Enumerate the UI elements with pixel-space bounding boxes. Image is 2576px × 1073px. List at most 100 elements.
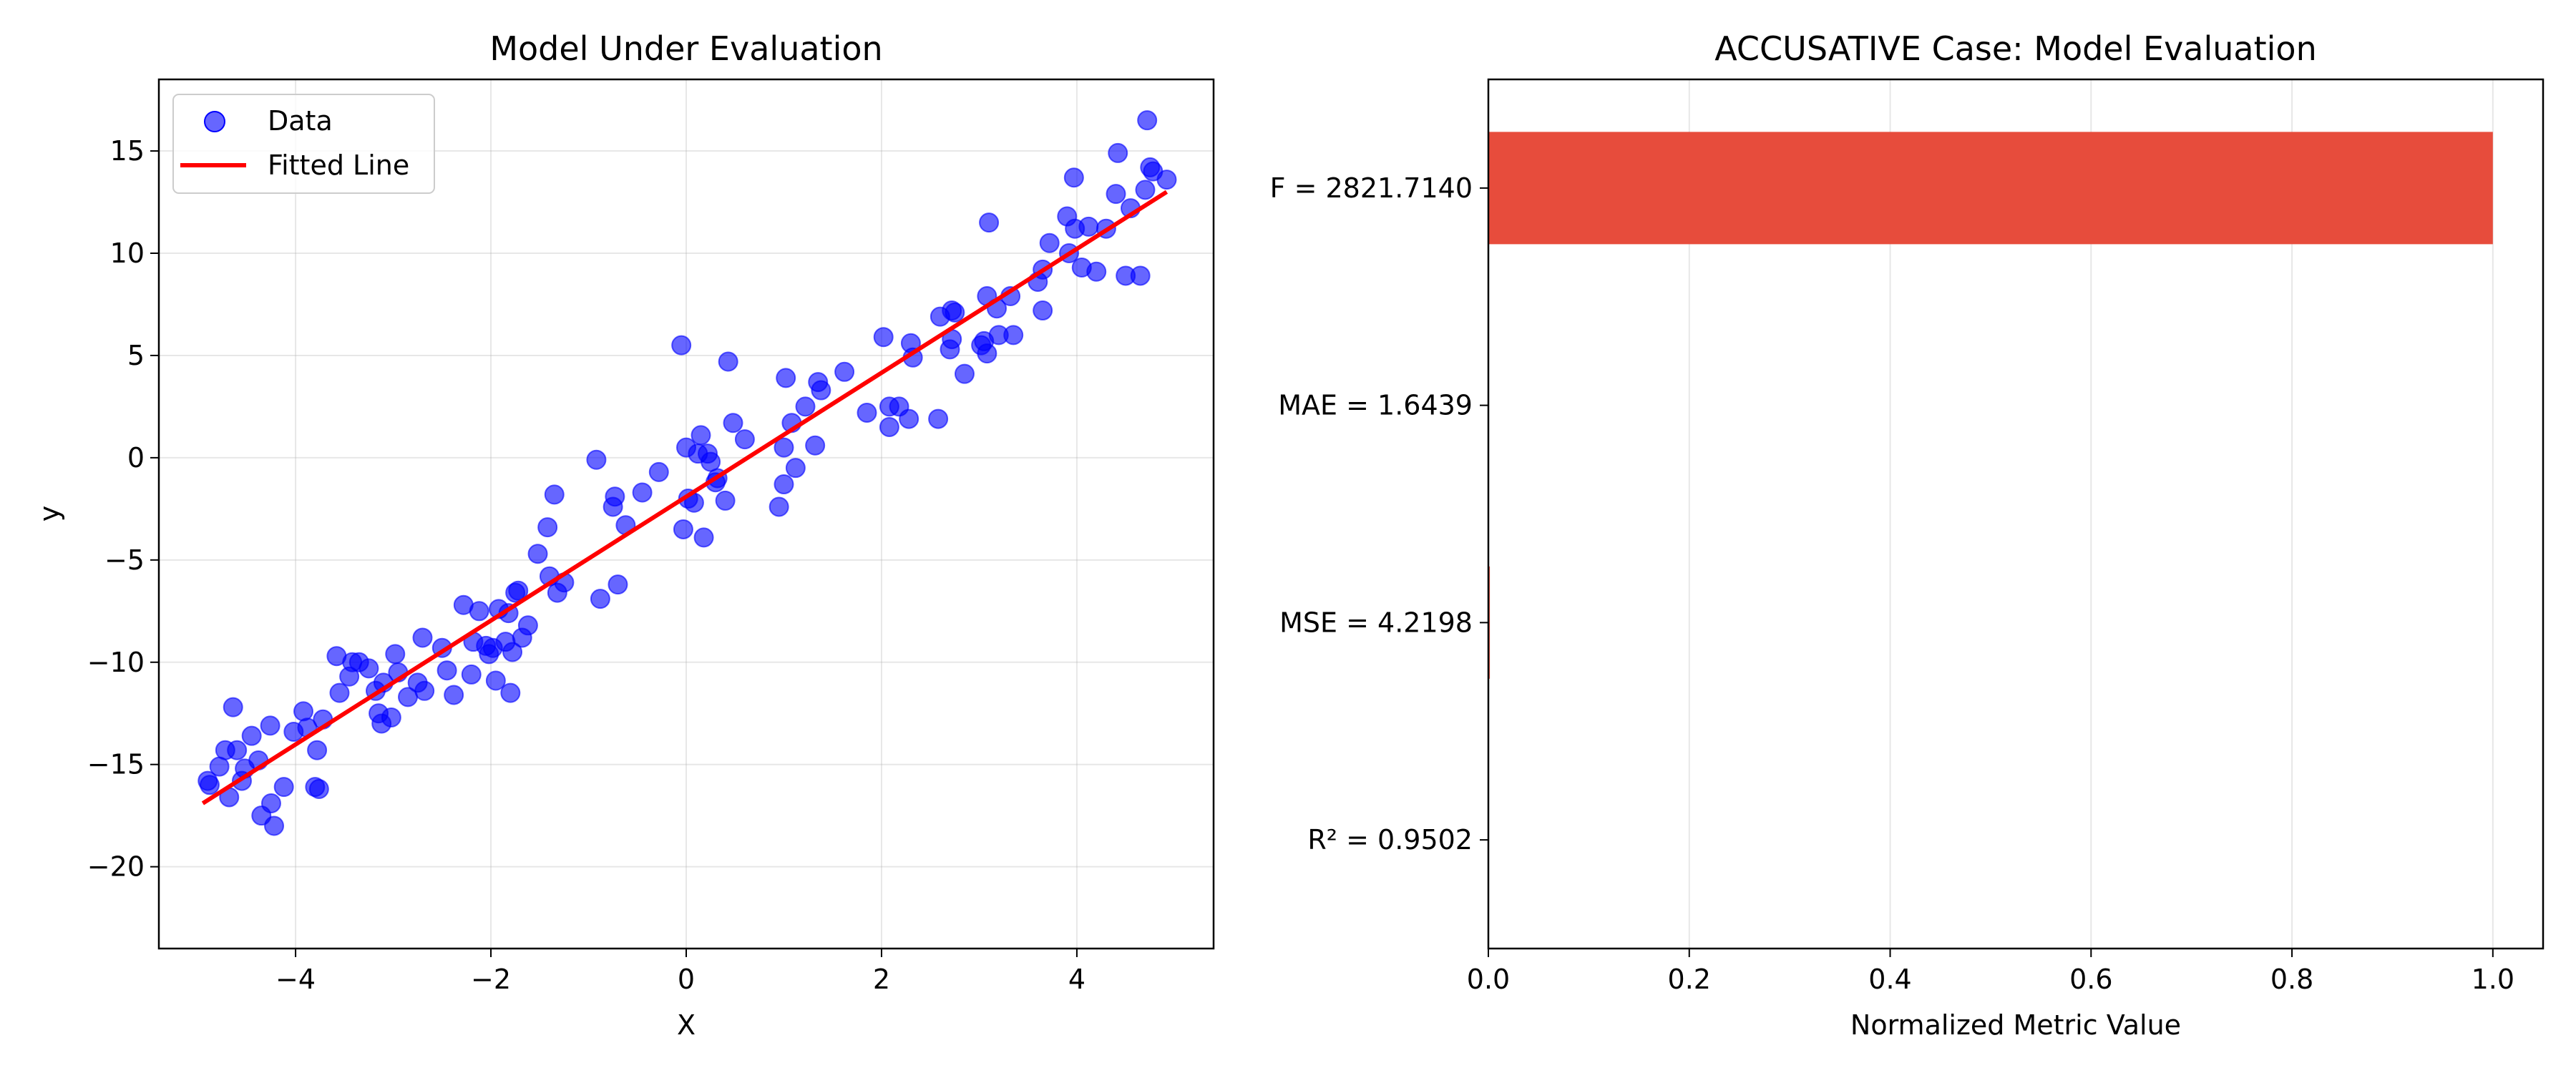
bar-x-tick-label: 0.0 (1467, 964, 1510, 995)
data-point (873, 327, 894, 348)
data-point (485, 670, 506, 691)
data-point (1137, 110, 1158, 131)
data-point (608, 574, 628, 595)
bars (1488, 132, 2493, 896)
data-point (273, 777, 294, 798)
data-point (977, 343, 997, 364)
data-point (500, 682, 521, 703)
bar-x-tick-label: 0.4 (1868, 964, 1911, 995)
scatter-x-axis-label: X (677, 1009, 696, 1041)
data-point (329, 682, 350, 703)
scatter-x-tick-label: −4 (275, 964, 316, 995)
data-point (795, 396, 816, 417)
scatter-y-tick-label: 15 (110, 135, 145, 167)
scatter-y-tick-label: −10 (87, 647, 145, 678)
data-point (308, 779, 329, 800)
data-point (691, 425, 711, 446)
data-point (544, 484, 565, 505)
data-point (671, 335, 692, 356)
scatter-x-tick-label: −2 (471, 964, 511, 995)
scatter-y-tick-label: −5 (104, 544, 145, 576)
data-point (605, 486, 625, 507)
fitted-line-layer (201, 190, 1169, 805)
legend: Data Fitted Line (172, 94, 435, 194)
bar-category-label: MAE = 1.6439 (1278, 390, 1473, 421)
scatter-title: Model Under Evaluation (489, 29, 882, 68)
bar-axes-frame (1487, 78, 2545, 950)
data-point (723, 413, 743, 433)
data-point (857, 402, 877, 423)
data-point (1106, 184, 1126, 205)
scatter-y-tick-label: 5 (127, 340, 145, 371)
data-point (260, 715, 280, 736)
data-point (444, 685, 464, 705)
data-point (954, 363, 975, 384)
legend-data-label: Data (268, 105, 333, 137)
data-point (785, 458, 806, 479)
data-point (774, 474, 794, 495)
scatter-points (197, 110, 1177, 836)
bar-x-tick-label: 0.8 (2270, 964, 2313, 995)
data-point (1039, 232, 1060, 253)
data-point (734, 429, 755, 450)
bar-x-tick-label: 0.2 (1668, 964, 1711, 995)
data-point (227, 740, 248, 760)
data-point (1003, 325, 1024, 346)
data-point (264, 815, 285, 836)
data-point (769, 496, 789, 517)
legend-fitted-line-label: Fitted Line (268, 150, 409, 181)
data-point (307, 740, 328, 760)
data-point (673, 519, 693, 539)
data-point (508, 580, 529, 601)
bar-category-label: MSE = 4.2198 (1279, 607, 1473, 638)
data-point (381, 707, 401, 727)
bar-panel: ACCUSATIVE Case: Model Evaluation 0.0 0.2… (1270, 29, 2545, 1041)
legend-box (172, 94, 435, 194)
bar-title: ACCUSATIVE Case: Model Evaluation (1714, 29, 2316, 68)
data-point (899, 408, 919, 429)
data-point (586, 449, 607, 470)
scatter-x-tick-label: 0 (678, 964, 695, 995)
bar-category-label: F = 2821.7140 (1270, 172, 1473, 204)
data-point (805, 435, 826, 456)
fitted-line (201, 190, 1169, 805)
data-point (693, 527, 714, 548)
bar-x-axis-label: Normalized Metric Value (1850, 1009, 2181, 1041)
data-point (648, 461, 669, 482)
data-point (590, 589, 610, 609)
scatter-y-tick-label: −15 (87, 749, 145, 780)
data-point (1063, 167, 1084, 188)
data-point (1033, 300, 1053, 321)
data-point (223, 697, 243, 717)
data-point (979, 212, 1000, 233)
data-point (774, 437, 794, 458)
scatter-y-axis-label: y (34, 506, 65, 522)
data-point (199, 775, 220, 795)
data-point (517, 615, 538, 636)
scatter-panel: Model Under Evaluation −4 −2 0 2 4 −20−15−10… (34, 29, 1215, 1041)
data-point (461, 664, 482, 685)
bar-category-label: R² = 0.9502 (1307, 824, 1473, 856)
data-point (537, 517, 558, 538)
legend-data-marker (204, 111, 225, 132)
data-point (1108, 142, 1128, 163)
scatter-y-ticks: −20 −15 −10 −5 0 5 10 15 (87, 135, 159, 883)
data-point (1135, 180, 1156, 200)
data-point (358, 658, 379, 679)
bar-x-ticks: 0.0 0.2 0.4 0.6 0.8 1.0 (1467, 949, 2514, 995)
data-point (715, 490, 736, 511)
scatter-x-tick-label: 2 (873, 964, 890, 995)
data-point (1156, 170, 1177, 190)
data-point (527, 544, 548, 564)
data-point (385, 644, 406, 665)
data-point (436, 660, 457, 681)
scatter-x-tick-label: 4 (1068, 964, 1085, 995)
bar-category-labels: F = 2821.7140 MAE = 1.6439 MSE = 4.2198 R² … (1270, 172, 1488, 856)
data-point (776, 368, 796, 388)
scatter-y-tick-label: 10 (110, 237, 145, 269)
scatter-y-tick-label: 0 (127, 442, 145, 474)
metric-bar (1488, 132, 2493, 245)
data-point (879, 417, 899, 437)
data-point (1086, 261, 1107, 282)
